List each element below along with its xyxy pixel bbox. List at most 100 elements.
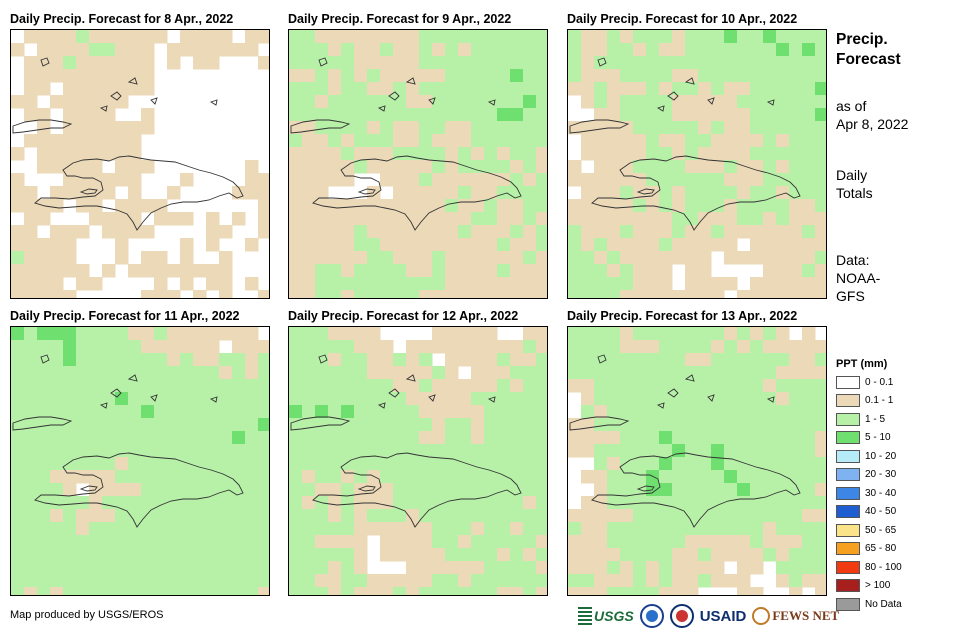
precip-cell bbox=[672, 535, 686, 549]
precip-cell bbox=[510, 69, 524, 83]
precip-cell bbox=[419, 418, 433, 432]
precip-cell bbox=[581, 496, 595, 510]
legend-item: 5 - 10 bbox=[836, 429, 956, 448]
precip-cell bbox=[445, 147, 459, 161]
precip-cell bbox=[406, 379, 420, 393]
precip-cell bbox=[776, 69, 790, 83]
precip-cell bbox=[289, 392, 303, 406]
precip-cell bbox=[685, 134, 699, 148]
precip-cell bbox=[432, 277, 446, 291]
precip-cell bbox=[258, 173, 269, 187]
precip-cell bbox=[354, 587, 368, 595]
precip-cell bbox=[154, 509, 168, 523]
precip-cell bbox=[789, 277, 803, 291]
precip-map bbox=[10, 326, 270, 596]
precip-cell bbox=[128, 186, 142, 200]
precip-cell bbox=[76, 147, 90, 161]
precip-cell bbox=[341, 483, 355, 497]
precip-cell bbox=[154, 392, 168, 406]
precip-cell bbox=[711, 405, 725, 419]
daily-label: Daily bbox=[836, 167, 868, 183]
precip-cell bbox=[458, 509, 472, 523]
precip-cell bbox=[219, 277, 233, 291]
precip-cell bbox=[698, 483, 712, 497]
precip-cell bbox=[685, 561, 699, 575]
precip-cell bbox=[11, 147, 25, 161]
precip-cell bbox=[393, 147, 407, 161]
precip-cell bbox=[510, 147, 524, 161]
precip-cell bbox=[711, 56, 725, 70]
precip-cell bbox=[607, 548, 621, 562]
precip-cell bbox=[128, 496, 142, 510]
precip-cell bbox=[141, 431, 155, 445]
precip-cell bbox=[245, 43, 259, 57]
precip-cell bbox=[24, 30, 38, 44]
precip-cell bbox=[245, 186, 259, 200]
precip-cell bbox=[380, 225, 394, 239]
precip-cell bbox=[258, 186, 269, 200]
precip-cell bbox=[458, 392, 472, 406]
precip-cell bbox=[497, 264, 511, 278]
precip-cell bbox=[568, 160, 582, 174]
precip-cell bbox=[776, 108, 790, 122]
precip-cell bbox=[406, 134, 420, 148]
precip-cell bbox=[289, 173, 303, 187]
precip-cell bbox=[633, 134, 647, 148]
precip-cell bbox=[763, 522, 777, 536]
precip-cell bbox=[24, 366, 38, 380]
coastline bbox=[707, 394, 715, 402]
precip-cell bbox=[245, 587, 259, 595]
precip-cell bbox=[102, 121, 116, 135]
precip-cell bbox=[698, 56, 712, 70]
precip-cell bbox=[219, 264, 233, 278]
precip-cell bbox=[302, 251, 316, 265]
as-of-value: Apr 8, 2022 bbox=[836, 116, 909, 132]
precip-cell bbox=[510, 470, 524, 484]
precip-cell bbox=[63, 264, 77, 278]
precip-cell bbox=[789, 405, 803, 419]
precip-cell bbox=[815, 199, 826, 213]
precip-cell bbox=[406, 509, 420, 523]
precip-cell bbox=[750, 548, 764, 562]
precip-cell bbox=[620, 95, 634, 109]
precip-cell bbox=[76, 30, 90, 44]
precip-cell bbox=[406, 561, 420, 575]
precip-cell bbox=[419, 587, 433, 595]
precip-cell bbox=[737, 353, 751, 367]
precip-cell bbox=[380, 483, 394, 497]
precip-cell bbox=[141, 108, 155, 122]
precip-cell bbox=[802, 366, 816, 380]
precip-cell bbox=[776, 353, 790, 367]
precip-cell bbox=[380, 496, 394, 510]
precip-cell bbox=[24, 108, 38, 122]
coastline bbox=[318, 354, 328, 364]
precip-cell bbox=[154, 418, 168, 432]
precip-cell bbox=[63, 95, 77, 109]
precip-cell bbox=[380, 108, 394, 122]
precip-cell bbox=[245, 431, 259, 445]
precip-cell bbox=[432, 199, 446, 213]
precip-cell bbox=[167, 418, 181, 432]
precip-cell bbox=[76, 561, 90, 575]
precip-cell bbox=[484, 121, 498, 135]
precip-cell bbox=[659, 392, 673, 406]
precip-cell bbox=[419, 379, 433, 393]
precip-cell bbox=[367, 587, 381, 595]
precip-cell bbox=[115, 95, 129, 109]
precip-cell bbox=[180, 535, 194, 549]
precip-cell bbox=[607, 431, 621, 445]
precip-cell bbox=[802, 147, 816, 161]
precip-cell bbox=[659, 535, 673, 549]
precip-cell bbox=[445, 418, 459, 432]
precip-cell bbox=[380, 277, 394, 291]
precip-cell bbox=[737, 121, 751, 135]
precip-cell bbox=[63, 173, 77, 187]
precip-cell bbox=[289, 160, 303, 174]
precip-cell bbox=[672, 379, 686, 393]
precip-cell bbox=[607, 212, 621, 226]
precip-cell bbox=[219, 327, 233, 341]
precip-cell bbox=[206, 431, 220, 445]
precip-cell bbox=[737, 548, 751, 562]
precip-cell bbox=[50, 340, 64, 354]
precip-cell bbox=[659, 264, 673, 278]
